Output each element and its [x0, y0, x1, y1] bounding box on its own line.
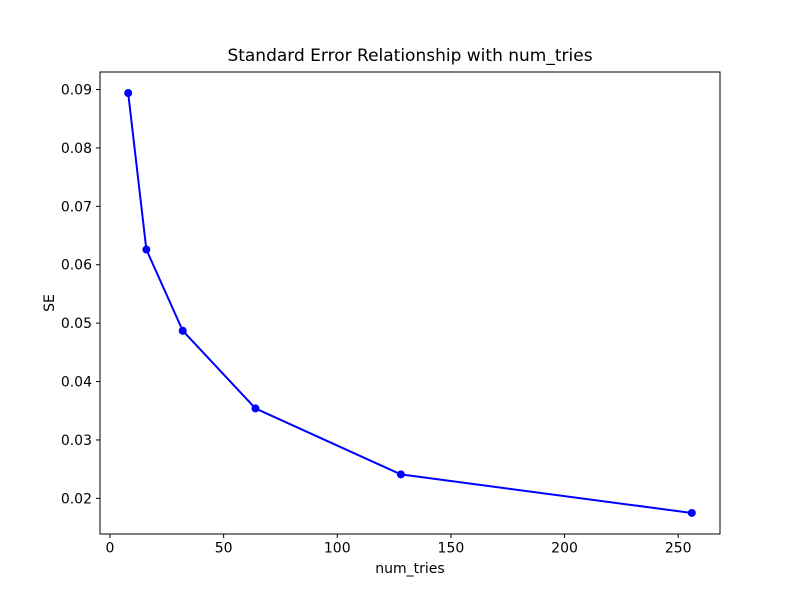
chart-title: Standard Error Relationship with num_tri…: [227, 46, 593, 66]
y-tick-label: 0.05: [61, 316, 92, 332]
y-tick-label: 0.08: [61, 141, 92, 157]
data-point-marker: [396, 470, 405, 479]
x-tick-label: 250: [665, 541, 692, 557]
y-tick-label: 0.02: [61, 491, 92, 507]
y-tick-label: 0.07: [61, 199, 92, 215]
x-tick-label: 200: [551, 541, 578, 557]
x-tick-label: 100: [324, 541, 351, 557]
data-point-marker: [178, 326, 187, 335]
data-point-marker: [142, 245, 151, 254]
y-tick-label: 0.04: [61, 375, 92, 391]
y-tick-label: 0.03: [61, 433, 92, 449]
x-tick-label: 150: [438, 541, 465, 557]
x-axis-label: num_tries: [375, 561, 445, 577]
y-tick-label: 0.09: [61, 83, 92, 99]
data-point-marker: [687, 508, 696, 517]
y-axis-label: SE: [42, 294, 58, 312]
plot-area-spines: [99, 71, 721, 535]
se-series-line: [127, 92, 693, 514]
x-tick-label: 50: [215, 541, 233, 557]
data-point-marker: [124, 89, 133, 98]
data-point-marker: [251, 404, 260, 413]
y-tick-label: 0.06: [61, 258, 92, 274]
x-tick-label: 0: [106, 541, 115, 557]
